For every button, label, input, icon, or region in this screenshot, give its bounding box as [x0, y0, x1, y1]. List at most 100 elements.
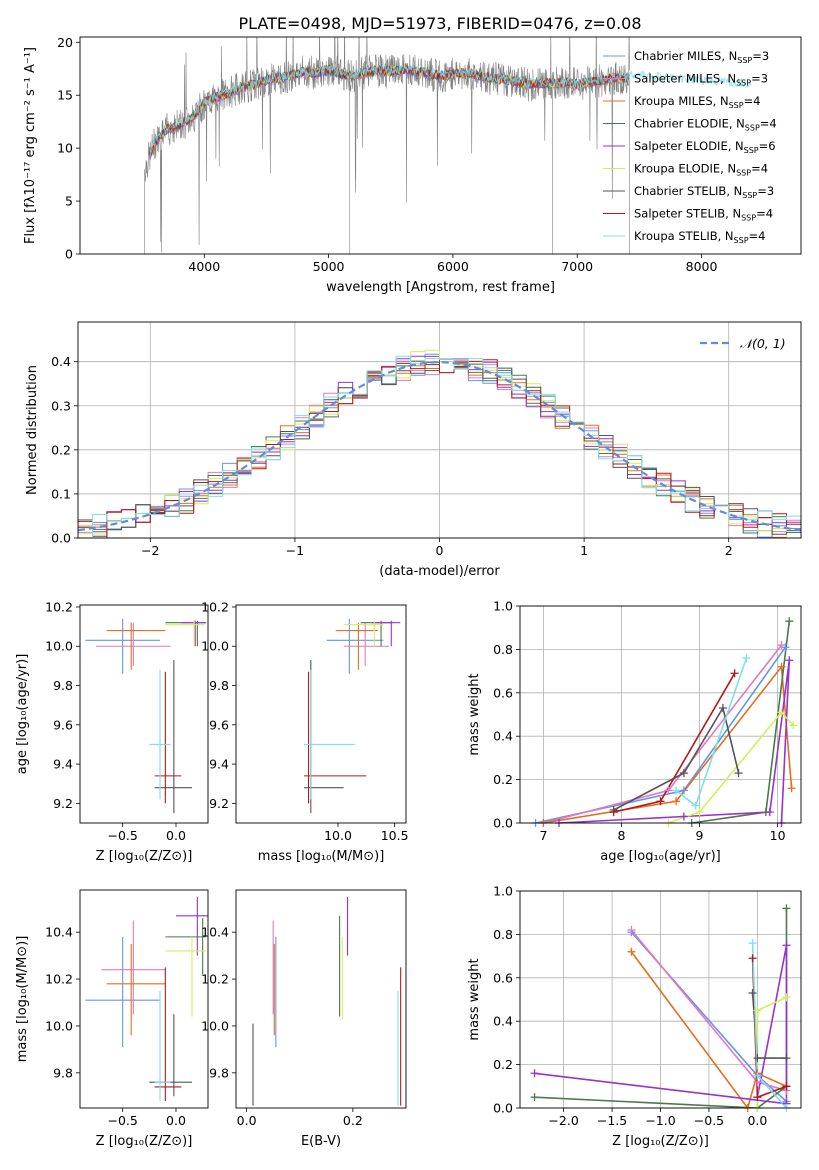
legend-sub: SSP: [736, 79, 751, 88]
weight-line-KroupaMILES: [630, 951, 787, 1108]
legend-entry-8: Kroupa STELIB, NSSP=4: [634, 229, 765, 245]
y-axis-label: mass weight: [467, 958, 482, 1040]
weight-marker-SalpeterELODIE: [782, 941, 791, 950]
legend-name: Kroupa MILES, N: [634, 94, 729, 108]
weight-marker-KroupaSTELIB: [748, 939, 757, 948]
weight-line-KroupaSTELIB: [675, 657, 748, 807]
y-tick-label: 0.4: [493, 1014, 513, 1029]
x-axis-label: Z [log₁₀(Z/Z⊙)]: [612, 1134, 709, 1149]
y-tick-label: 9.2: [53, 796, 73, 811]
legend-sub: SSP: [736, 169, 751, 178]
histogram-SalpeterSTELIB: [78, 359, 801, 538]
x-tick-label: 7: [539, 828, 547, 843]
legend-eq: =4: [744, 94, 761, 108]
legend-eq: =4: [756, 207, 773, 221]
weight-marker-SalpeterMILES: [664, 786, 673, 795]
legend-sub: SSP: [729, 101, 744, 110]
model-line-KroupaSTELIB: [149, 64, 752, 157]
axes-frame: [519, 605, 802, 824]
figure-title: PLATE=0498, MJD=51973, FIBERID=0476, z=0…: [238, 14, 641, 33]
y-tick-label: 10.0: [45, 1018, 73, 1033]
y-tick-label: 9.6: [53, 717, 73, 732]
plot-area-mass_Z: [85, 897, 208, 1101]
y-tick-label: 9.8: [53, 678, 73, 693]
legend-entry-3: Chabrier ELODIE, NSSP=4: [634, 117, 777, 133]
weight-marker-SalpeterELODIE: [785, 656, 794, 665]
legend-entry-5: Kroupa ELODIE, NSSP=4: [634, 162, 768, 178]
weight-marker-ChabrierSTELIB: [718, 703, 727, 712]
legend-eq: =4: [749, 229, 766, 243]
legend-eq: =3: [757, 184, 774, 198]
weight-marker-ChabrierSTELIB: [679, 769, 688, 778]
legend-sub: SSP: [745, 124, 760, 133]
legend-name: Salpeter STELIB, N: [634, 207, 741, 221]
weight-marker-KroupaELODIE: [777, 708, 786, 717]
panel-mass_ebv: 0.0 0.2 9.8 10.0 10.2 10.4 E(B-V): [201, 889, 407, 1149]
y-tick-label: 0.6: [493, 685, 513, 700]
y-tick-label: 0.0: [493, 816, 513, 831]
y-tick-label: 9.8: [209, 1065, 229, 1080]
weight-marker-ChabrierSTELIB: [748, 988, 757, 997]
weight-line-ChabrierMILES: [535, 646, 787, 823]
panel-mw_age: 7 8 9 10 0.0 0.2 0.4 0.6 0.8 1.0 age [log₁₀(age/yr…: [467, 599, 802, 864]
x-tick-label: −1.0: [645, 1113, 675, 1128]
y-tick-label: 0.6: [493, 970, 513, 985]
x-tick-label: −2: [141, 543, 159, 558]
y-tick-label: 10.0: [201, 1018, 229, 1033]
x-tick-label: −1: [286, 543, 304, 558]
y-tick-label: 0.1: [51, 486, 71, 501]
weight-marker-KroupaELODIE: [782, 993, 791, 1002]
plot-area-spectrum: [144, 37, 752, 254]
plot-area-mw_age: [535, 621, 794, 823]
axes-frame: [235, 604, 407, 824]
legend-eq: =4: [760, 117, 777, 131]
weight-marker-ChabrierELODIE: [782, 904, 791, 913]
y-tick-label: 9.4: [209, 757, 229, 772]
weight-marker-KroupaMILES: [627, 947, 636, 956]
legend-entry-2: Kroupa MILES, NSSP=4: [634, 94, 760, 110]
weight-marker-KroupaMILES: [777, 662, 786, 671]
y-tick-label: 0.3: [51, 398, 71, 413]
y-tick-label: 10.4: [201, 925, 229, 940]
weight-marker-KroupaSTELIB: [742, 654, 751, 663]
weight-marker-KroupaELODIE: [789, 721, 798, 730]
axes-frame: [79, 604, 209, 824]
legend-eq: =3: [751, 72, 768, 86]
weight-line-SalpeterMILES: [543, 644, 783, 823]
axes-frame: [235, 889, 407, 1109]
weight-marker-ChabrierSTELIB: [734, 769, 743, 778]
weight-marker-KroupaSTELIB: [691, 801, 700, 810]
legend-sub: SSP: [737, 56, 752, 65]
weight-marker-SalpeterELODIE: [765, 808, 774, 817]
legend-eq: =6: [759, 139, 776, 153]
weight-marker-SalpeterELODIE: [679, 812, 688, 821]
y-tick-label: 10: [57, 141, 73, 156]
x-tick-label: 0.0: [166, 828, 186, 843]
x-axis-label: E(B-V): [301, 1134, 341, 1149]
weight-marker-SalpeterSTELIB: [753, 1093, 762, 1102]
axes-frame: [77, 321, 802, 539]
x-tick-label: 10: [770, 828, 786, 843]
y-tick-label: 10.2: [201, 972, 229, 987]
x-axis-label: wavelength [Angstrom, rest frame]: [326, 280, 555, 295]
y-tick-label: 10.0: [201, 639, 229, 654]
panel-age_mass: 10.0 10.5 9.2 9.4 9.6 9.8 10.0 10.2 mass [log₁₀(…: [201, 599, 408, 864]
x-tick-label: 0: [436, 543, 444, 558]
weight-marker-SalpeterSTELIB: [782, 1082, 791, 1091]
legend-name: Kroupa ELODIE, N: [634, 162, 736, 176]
x-tick-label: 6000: [437, 259, 469, 274]
legend-entry-7: Salpeter STELIB, NSSP=4: [634, 207, 773, 223]
y-axis-label: Flux [fλ10⁻¹⁷ erg cm⁻² s⁻¹ A⁻¹]: [23, 47, 38, 244]
weight-marker-SalpeterSTELIB: [730, 669, 739, 678]
legend-sub: SSP: [744, 146, 759, 155]
x-axis-label: Z [log₁₀(Z/Z⊙)]: [96, 1134, 193, 1149]
weight-marker-SalpeterELODIE: [530, 1069, 539, 1078]
histogram-KroupaSTELIB: [78, 355, 801, 538]
weight-marker-KroupaMILES: [672, 797, 681, 806]
x-tick-label: 4000: [188, 259, 220, 274]
weight-marker-SalpeterMILES: [777, 641, 786, 650]
y-tick-label: 0.0: [493, 1101, 513, 1116]
legend-sub: SSP: [741, 214, 756, 223]
x-tick-label: 0.2: [343, 1113, 363, 1128]
panel-mass_Z: −0.5 0.0 9.8 10.0 10.2 10.4 Z [log₁₀(Z/Z⊙)] mas…: [15, 889, 209, 1149]
